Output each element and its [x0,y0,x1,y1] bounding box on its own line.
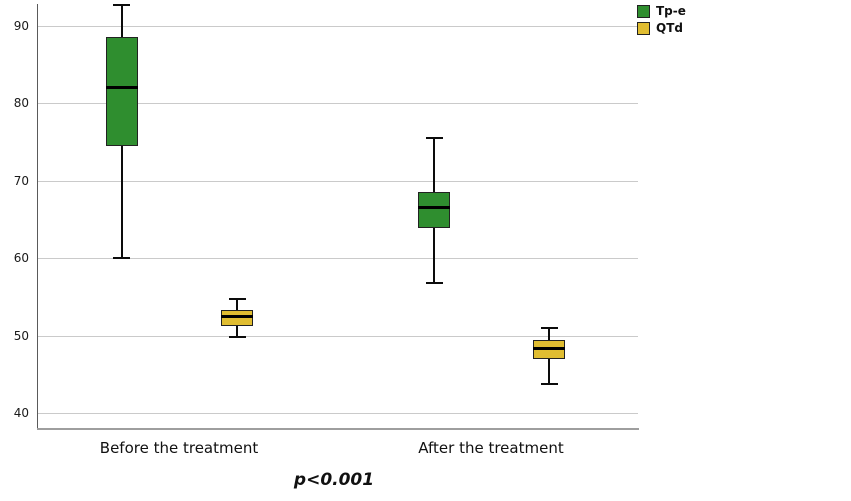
tpe-color-swatch [637,5,650,18]
whisker-cap-bottom-qtd-0 [228,336,246,339]
whisker-cap-bottom-tpe-0 [113,257,130,260]
y-tick-label-80: 80 [13,96,29,110]
box-qtd-0 [221,310,253,327]
gridline-60 [38,258,638,259]
whisker-cap-bottom-tpe-1 [425,282,443,285]
gridline-90 [38,26,638,27]
y-tick-label-60: 60 [13,251,29,265]
legend-label-tpe: Tp-e [656,4,686,18]
x-axis-label-before: Before the treatment [99,439,259,457]
whisker-cap-bottom-qtd-1 [540,382,558,385]
y-axis-line [37,4,38,430]
y-tick-label-50: 50 [13,329,29,343]
y-tick-label-70: 70 [13,174,29,188]
gridline-50 [38,336,638,337]
median-qtd-0 [221,314,253,318]
whisker-cap-top-tpe-0 [113,4,130,7]
whisker-cap-top-tpe-1 [425,136,443,139]
legend-item-qtd: QTd [637,22,686,35]
y-tick-label-90: 90 [13,19,29,33]
gridline-80 [38,103,638,104]
qtd-color-swatch [637,22,650,35]
legend-item-tpe: Tp-e [637,5,686,18]
x-axis-label-after: After the treatment [418,439,564,457]
legend-label-qtd: QTd [656,21,683,35]
median-tpe-0 [105,86,138,90]
gridline-70 [38,181,638,182]
median-qtd-1 [533,347,565,351]
box-tpe-0 [105,36,138,147]
legend: Tp-e QTd [637,5,686,39]
median-tpe-1 [418,205,450,209]
whisker-cap-top-qtd-1 [540,327,558,330]
y-tick-label-40: 40 [13,406,29,420]
p-value-note: p<0.001 [293,470,375,490]
gridline-40 [38,413,638,414]
box-tpe-1 [418,191,450,229]
whisker-cap-top-qtd-0 [228,297,246,300]
x-axis-line [37,428,639,430]
